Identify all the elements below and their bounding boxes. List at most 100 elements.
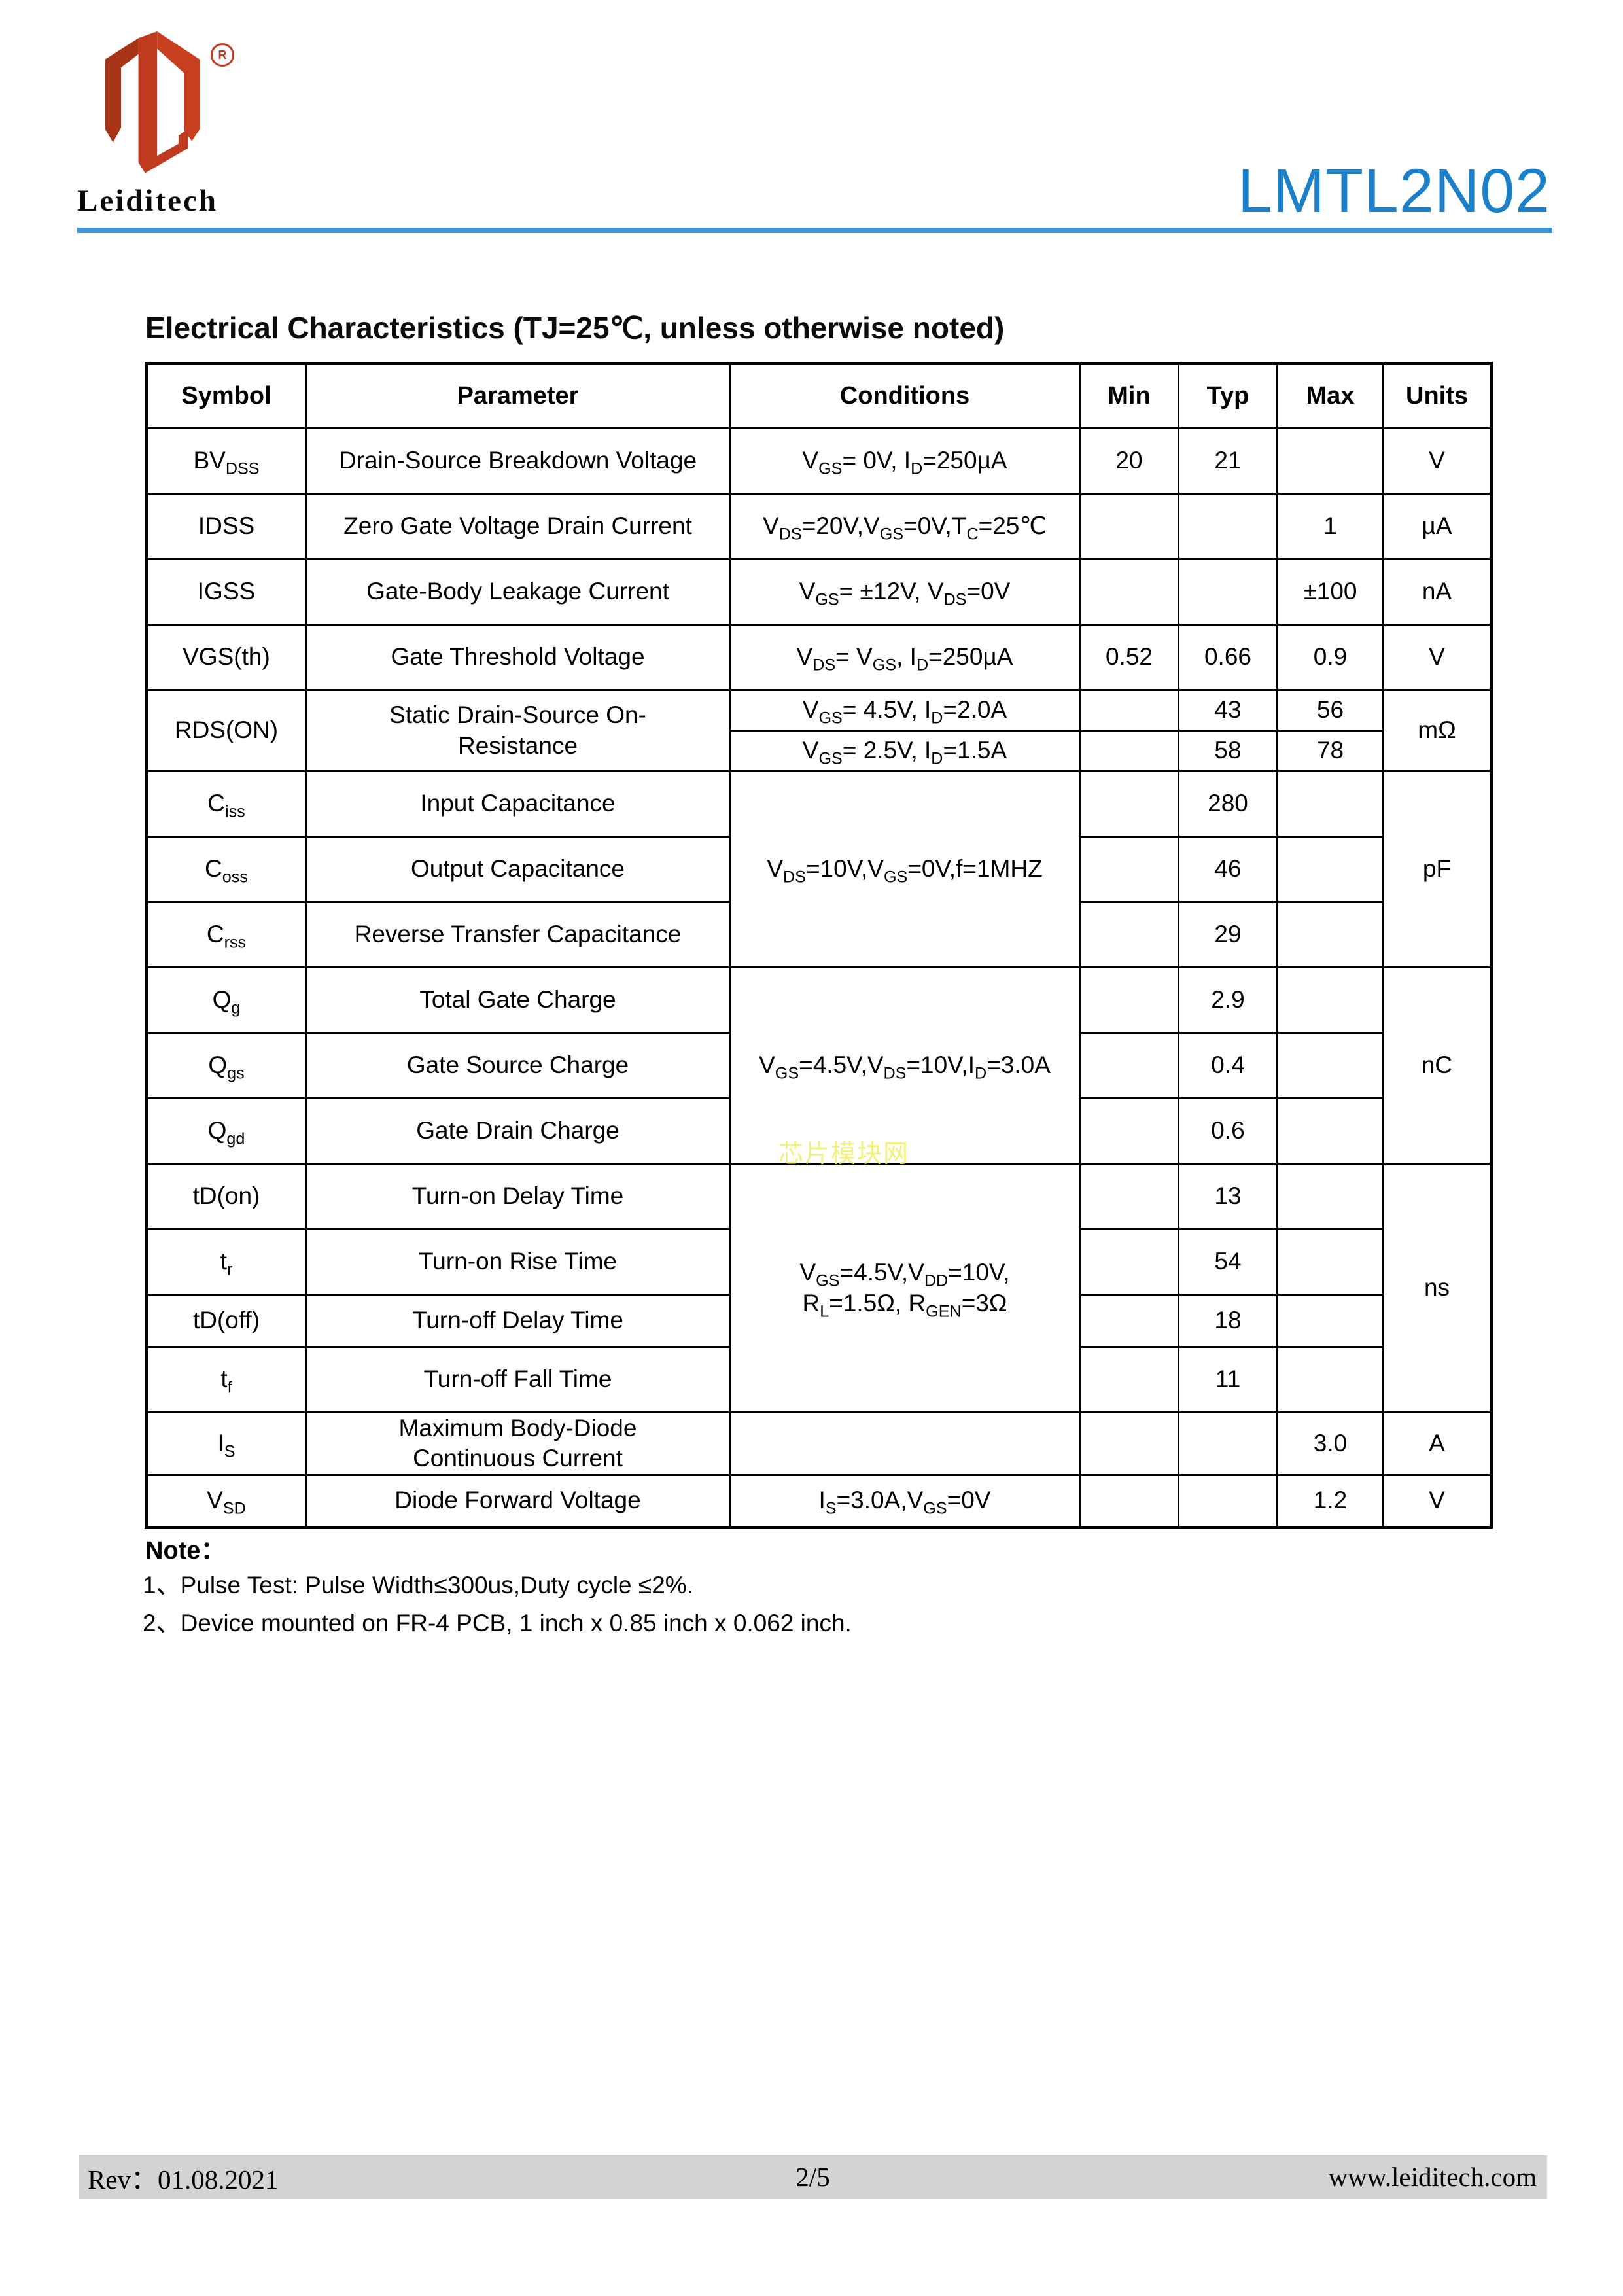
table-cell [1079, 1294, 1179, 1348]
table-cell: 3.0 [1276, 1411, 1384, 1476]
table-cell [1079, 770, 1179, 838]
watermark-text: 芯片模块网 [778, 1140, 910, 1168]
table-cell: Diode Forward Voltage [305, 1474, 731, 1528]
table-cell [1276, 1228, 1384, 1296]
table-cell [1276, 1294, 1384, 1348]
table-row: VSD Diode Forward Voltage IS=3.0A,VGS=0V 1.… [145, 1474, 1492, 1528]
table-row: VGS= 2.5V, ID=1.5A 58 78 [147, 730, 1492, 772]
table-cell [1079, 1228, 1179, 1296]
table-cell: VGS= 2.5V, ID=1.5A [729, 730, 1081, 772]
table-cell: VDS= VGS, ID=250µA [729, 624, 1081, 691]
footer-revision: Rev：01.08.2021 [88, 2164, 279, 2195]
table-cell: Drain-Source Breakdown Voltage [305, 427, 731, 495]
table-cell [1178, 493, 1278, 560]
note-line: 1、Pulse Test: Pulse Width≤300us,Duty cyc… [143, 1572, 693, 1598]
column-header: Parameter [305, 362, 731, 429]
table-row: IS Maximum Body-Diode Continuous Current 3… [145, 1411, 1492, 1476]
column-header: Units [1382, 362, 1492, 429]
company-logo-icon [105, 31, 200, 173]
table-cell: 1 [1276, 493, 1384, 560]
table-cell: BVDSS [145, 427, 307, 495]
table-cell [1276, 1032, 1384, 1099]
table-row: Coss Output Capacitance 46 [145, 836, 1492, 903]
table-cell: Output Capacitance [305, 836, 731, 903]
table-row: tD(on) Turn-on Delay Time VGS=4.5V,VDD=10V… [145, 1163, 1492, 1413]
table-cell: 18 [1178, 1294, 1278, 1348]
table-cell: Reverse Transfer Capacitance [305, 901, 731, 968]
table-cell [1178, 558, 1278, 626]
table-cell: 0.66 [1178, 624, 1278, 691]
table-cell: Turn-off Delay Time [305, 1294, 731, 1348]
table-cell: tf [145, 1346, 307, 1413]
table-cell: 43 [1178, 689, 1278, 732]
table-cell: 54 [1178, 1228, 1278, 1296]
column-header: Symbol [145, 362, 307, 429]
table-cell: VGS= 4.5V, ID=2.0A [729, 689, 1081, 732]
note-line: 2、Device mounted on FR-4 PCB, 1 inch x 0… [143, 1610, 852, 1636]
table-row: Qgs Gate Source Charge 0.4 [145, 1032, 1492, 1099]
table-cell: 0.4 [1178, 1032, 1278, 1099]
table-cell: mΩ [1382, 689, 1492, 772]
table-row: Crss Reverse Transfer Capacitance 29 [145, 901, 1492, 968]
table-cell [1276, 836, 1384, 903]
table-cell: Gate-Body Leakage Current [305, 558, 731, 626]
footer-bar: Rev：01.08.2021 2/5 www.leiditech.com [79, 2155, 1547, 2199]
footer-website: www.leiditech.com [1328, 2162, 1537, 2192]
table-cell: tD(on) [145, 1163, 307, 1230]
product-title: LMTL2N02 [1238, 156, 1550, 226]
table-cell [1276, 966, 1384, 1034]
table-cell: Turn-off Fall Time [305, 1346, 731, 1413]
column-header: Min [1079, 362, 1179, 429]
spec-table-body: BVDSS Drain-Source Breakdown Voltage VGS= … [145, 427, 1492, 1528]
table-cell: VSD [145, 1474, 307, 1528]
table-row: Qg Total Gate Charge VGS=4.5V,VDS=10V,ID=3… [145, 966, 1492, 1165]
table-cell: 46 [1178, 836, 1278, 903]
table-cell: Turn-on Rise Time [305, 1228, 731, 1296]
table-row: RDS(ON) Static Drain-Source On- Resistanc… [145, 689, 1492, 772]
table-row: tr Turn-on Rise Time 54 [145, 1228, 1492, 1296]
table-cell: Ciss [145, 770, 307, 838]
table-cell: 11 [1178, 1346, 1278, 1413]
table-cell [1178, 1474, 1278, 1528]
spec-table: Symbol Parameter Conditions Min Typ Max Units … [145, 362, 1493, 1529]
table-cell: IS [145, 1411, 307, 1476]
table-cell: Gate Drain Charge [305, 1097, 731, 1165]
table-cell: 78 [1276, 730, 1384, 772]
table-cell: VGS=4.5V,VDS=10V,ID=3.0A [729, 966, 1081, 1165]
table-cell: 13 [1178, 1163, 1278, 1230]
table-header-row: Symbol Parameter Conditions Min Typ Max Units [145, 362, 1492, 429]
table-cell: 29 [1178, 901, 1278, 968]
table-cell: IDSS [145, 493, 307, 560]
electrical-characteristics-table-wrap: Symbol Parameter Conditions Min Typ Max Units … [145, 362, 1493, 1529]
table-cell: Qgs [145, 1032, 307, 1099]
table-row: tD(off) Turn-off Delay Time 18 [145, 1294, 1492, 1348]
table-cell: 0.52 [1079, 624, 1179, 691]
table-cell: RDS(ON) [145, 689, 307, 772]
table-cell [1079, 1411, 1179, 1476]
table-cell [1079, 493, 1179, 560]
table-cell [1276, 1346, 1384, 1413]
table-cell [1276, 1163, 1384, 1230]
table-cell: VGS(th) [145, 624, 307, 691]
table-cell: 56 [1276, 689, 1384, 732]
table-cell: 280 [1178, 770, 1278, 838]
table-cell: µA [1382, 493, 1492, 560]
table-cell [1079, 966, 1179, 1034]
table-cell: Crss [145, 901, 307, 968]
table-cell: VDS=10V,VGS=0V,f=1MHZ [729, 770, 1081, 968]
table-cell: Static Drain-Source On- Resistance [305, 689, 731, 772]
table-cell: ns [1382, 1163, 1492, 1413]
table-cell: VDS=20V,VGS=0V,TC=25℃ [729, 493, 1081, 560]
table-cell: VGS= ±12V, VDS=0V [729, 558, 1081, 626]
table-row: Ciss Input Capacitance VDS=10V,VGS=0V,f=1M… [145, 770, 1492, 968]
table-cell: V [1382, 427, 1492, 495]
table-cell: VGS= 0V, ID=250µA [729, 427, 1081, 495]
table-cell [1079, 1346, 1179, 1413]
table-cell [1276, 770, 1384, 838]
table-row: BVDSS Drain-Source Breakdown Voltage VGS= … [145, 427, 1492, 495]
table-cell [1079, 730, 1179, 772]
table-row: IGSS Gate-Body Leakage Current VGS= ±12V, … [145, 558, 1492, 626]
table-cell [1079, 689, 1179, 732]
table-cell: Maximum Body-Diode Continuous Current [305, 1411, 731, 1476]
table-cell: pF [1382, 770, 1492, 968]
